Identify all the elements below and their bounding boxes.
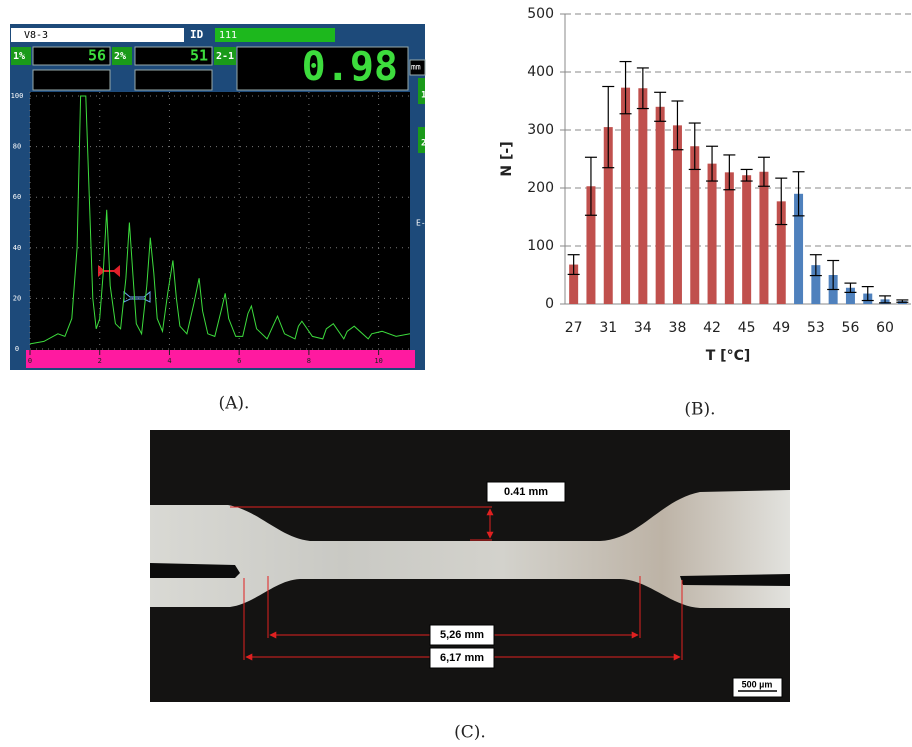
x-tick-label: 0	[28, 357, 32, 365]
x-tick-label: 38	[669, 320, 687, 336]
gate2-value: 51	[190, 47, 208, 65]
bar	[621, 88, 630, 304]
y-tick-label: 100	[527, 238, 554, 254]
bar	[708, 164, 717, 304]
gap-right	[680, 574, 790, 586]
x-tick-label: 8	[307, 357, 311, 365]
gate1-label: 1%	[13, 51, 25, 62]
bar	[725, 172, 734, 304]
x-tick-label: 27	[565, 320, 583, 336]
bar	[673, 125, 682, 304]
y-tick-label: 0	[545, 296, 554, 312]
x-tick-label: 60	[876, 320, 894, 336]
inner-length-label: 5,26 mm	[440, 629, 484, 641]
id-label: ID	[190, 28, 204, 41]
reading: 0.98	[302, 44, 398, 90]
caption: (C).	[454, 723, 486, 743]
y-tick-label: 60	[13, 193, 21, 201]
bar	[742, 175, 751, 304]
range-bar	[26, 350, 415, 368]
y-tick-label: 0	[15, 345, 19, 353]
x-tick-label: 49	[772, 320, 790, 336]
y-axis-title: N [-]	[499, 141, 515, 176]
x-tick-label: 31	[599, 320, 617, 336]
gate-icon-label: 1	[421, 91, 426, 101]
y-tick-label: 500	[527, 6, 554, 22]
figure: V8-3 ID 111 1% 56 2% 51 2-1 0.98 mm 1 2 …	[0, 0, 912, 747]
gate-icon-label: 2	[421, 139, 426, 149]
x-tick-label: 56	[842, 320, 860, 336]
y-tick-label: 20	[13, 294, 21, 302]
y-tick-label: 40	[13, 244, 21, 252]
empty-box	[33, 70, 110, 90]
x-tick-label: 10	[374, 357, 382, 365]
bar-chart: 0 100 200 300 400 500 27 31 34 38 42 45 49 53 56 60 T [°…	[499, 6, 911, 364]
file-name: V8-3	[24, 30, 48, 41]
gap-left	[150, 563, 240, 578]
bar	[759, 172, 768, 304]
x-tick-label: 6	[237, 357, 241, 365]
x-tick-label: 2	[98, 357, 102, 365]
y-tick-label: 300	[527, 122, 554, 138]
caption: (A).	[219, 394, 250, 414]
bar	[656, 107, 665, 304]
gate1-value: 56	[88, 47, 106, 65]
empty-box	[135, 70, 212, 90]
y-tick-label: 80	[13, 143, 21, 151]
thickness-label: 0.41 mm	[504, 486, 548, 498]
y-tick-label: 200	[527, 180, 554, 196]
x-tick-label: 42	[703, 320, 721, 336]
y-tick-label: 400	[527, 64, 554, 80]
outer-length-label: 6,17 mm	[440, 652, 484, 664]
x-tick-label: 4	[167, 357, 171, 365]
gate2-label: 2%	[114, 51, 126, 62]
scale-bar-label: 500 µm	[742, 679, 773, 689]
panel-c: 0.41 mm 5,26 mm 6,17 mm 500 µm	[150, 430, 790, 702]
x-tick-label: 34	[634, 320, 652, 336]
caption: (B).	[684, 400, 715, 420]
x-tick-label: 45	[738, 320, 756, 336]
bar	[638, 88, 647, 304]
x-tick-label: 53	[807, 320, 825, 336]
unit: mm	[411, 63, 421, 72]
diff-label: 2-1	[216, 51, 234, 62]
y-tick-label: 100	[11, 92, 24, 100]
mode: E-E	[416, 219, 431, 228]
panel-a: V8-3 ID 111 1% 56 2% 51 2-1 0.98 mm 1 2 …	[10, 24, 431, 370]
x-axis-title: T [°C]	[706, 348, 751, 364]
id-value: 111	[219, 30, 237, 41]
